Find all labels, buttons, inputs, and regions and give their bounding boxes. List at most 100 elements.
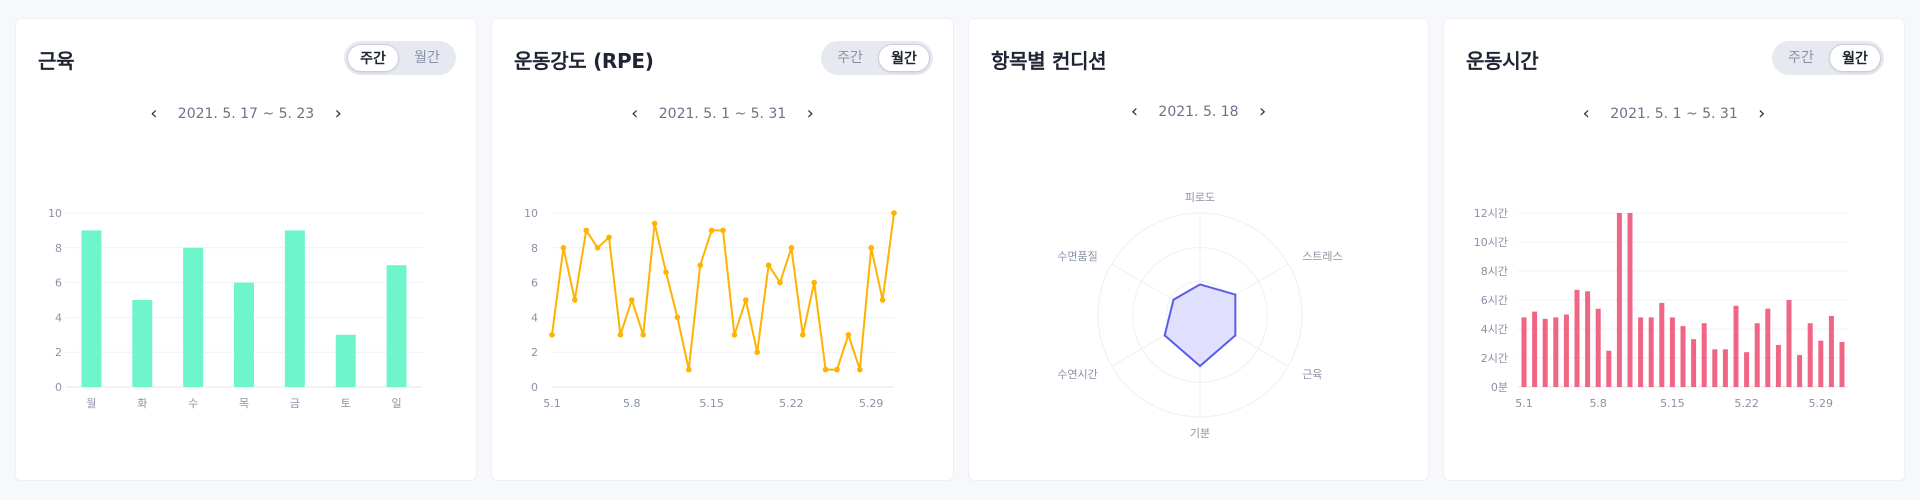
weekly-toggle-button[interactable]: 주간 xyxy=(347,44,399,72)
bar xyxy=(1627,213,1633,387)
monthly-toggle-button[interactable]: 월간 xyxy=(1829,44,1881,72)
bar xyxy=(1786,300,1792,387)
x-tick-label: 수 xyxy=(188,397,198,410)
data-point xyxy=(606,234,612,241)
bar xyxy=(1574,289,1580,387)
x-tick-label: 5.1 xyxy=(1515,397,1533,410)
next-arrow-icon[interactable]: › xyxy=(806,103,814,124)
y-tick-label: 6 xyxy=(531,277,538,290)
y-tick-label: 10시간 xyxy=(1474,236,1508,249)
data-point xyxy=(811,279,817,286)
x-tick-label: 토 xyxy=(341,397,351,410)
y-tick-label: 6시간 xyxy=(1481,294,1508,307)
x-tick-label: 5.15 xyxy=(699,397,724,410)
period-toggle: 주간 월간 xyxy=(821,41,933,75)
bar xyxy=(284,230,305,387)
bar xyxy=(1659,302,1665,387)
card-title: 근육 xyxy=(38,49,75,73)
card-title: 항목별 컨디션 xyxy=(991,49,1107,73)
condition-card: 항목별 컨디션 ‹ 2021. 5. 18 › 피로도 스트레스 근육 기분 수연시간 수면품… xyxy=(968,18,1429,481)
data-point xyxy=(560,245,567,251)
y-tick-label: 10 xyxy=(48,207,62,220)
x-tick-label: 5.22 xyxy=(779,397,804,410)
bar xyxy=(1648,317,1654,387)
prev-arrow-icon[interactable]: ‹ xyxy=(1130,101,1139,122)
y-tick-label: 8시간 xyxy=(1481,265,1508,278)
x-tick-label: 월 xyxy=(86,397,96,410)
data-point xyxy=(743,297,749,303)
y-tick-label: 0 xyxy=(531,381,538,394)
data-point xyxy=(572,297,578,303)
data-point xyxy=(891,210,897,216)
x-tick-label: 5.8 xyxy=(623,397,641,410)
data-point xyxy=(765,262,772,268)
bar xyxy=(81,230,102,387)
radar-axis-label: 근육 xyxy=(1302,368,1322,381)
bar xyxy=(1669,317,1675,387)
x-tick-label: 5.1 xyxy=(543,397,561,410)
bar xyxy=(1606,350,1612,387)
x-tick-label: 5.15 xyxy=(1660,397,1685,410)
data-point xyxy=(879,297,886,303)
prev-arrow-icon[interactable]: ‹ xyxy=(631,103,639,124)
bar xyxy=(132,300,153,387)
monthly-toggle-button[interactable]: 월간 xyxy=(878,44,930,72)
bar xyxy=(1797,355,1803,387)
next-arrow-icon[interactable]: › xyxy=(1758,103,1766,124)
data-point xyxy=(583,227,589,234)
next-arrow-icon[interactable]: › xyxy=(1258,101,1267,122)
data-point xyxy=(800,332,806,338)
bar xyxy=(1733,305,1739,387)
bar xyxy=(1765,308,1771,387)
date-navigator: ‹ 2021. 5. 17 ~ 5. 23 › xyxy=(16,103,476,131)
x-tick-label: 5.8 xyxy=(1589,397,1607,410)
monthly-toggle-button[interactable]: 월간 xyxy=(414,50,440,66)
data-point xyxy=(686,366,692,373)
date-range: 2021. 5. 1 ~ 5. 31 xyxy=(658,105,787,122)
bar xyxy=(1807,323,1813,387)
x-tick-label: 목 xyxy=(239,397,249,410)
y-tick-label: 8 xyxy=(55,242,62,255)
workout-time-bar-chart: 0분 2시간 4시간 6시간 8시간 10시간 12시간 5.1 5.8 5.15 5.22 5.29 xyxy=(1474,207,1848,410)
data-point xyxy=(868,245,874,251)
bar xyxy=(1839,342,1845,387)
prev-arrow-icon[interactable]: ‹ xyxy=(150,103,158,124)
rpe-card: 운동강도 (RPE) 주간 월간 ‹ 2021. 5. 1 ~ 5. 31 › 0 2… xyxy=(491,18,954,481)
date-navigator: ‹ 2021. 5. 1 ~ 5. 31 › xyxy=(492,103,953,131)
x-tick-label: 5.29 xyxy=(1809,397,1834,410)
x-tick-label: 화 xyxy=(137,397,147,410)
x-tick-label: 5.29 xyxy=(859,397,884,410)
y-tick-label: 2시간 xyxy=(1481,352,1508,365)
y-tick-label: 10 xyxy=(524,207,538,220)
bar xyxy=(1722,349,1728,387)
data-point xyxy=(594,245,601,251)
data-point xyxy=(617,332,624,338)
y-tick-label: 0분 xyxy=(1491,381,1508,394)
card-title: 운동시간 xyxy=(1466,49,1539,73)
y-tick-label: 8 xyxy=(531,242,538,255)
bar xyxy=(1616,213,1622,387)
radar-axis-label: 기분 xyxy=(1190,427,1210,440)
data-point xyxy=(788,245,795,251)
series-line xyxy=(551,212,895,371)
date-label: 2021. 5. 18 xyxy=(1158,103,1239,120)
y-tick-label: 4 xyxy=(55,311,62,324)
radar-area xyxy=(1163,283,1237,368)
data-point xyxy=(549,332,555,338)
bar xyxy=(1828,315,1834,387)
weekly-toggle-button[interactable]: 주간 xyxy=(1788,50,1814,66)
radar-axis-label: 피로도 xyxy=(1185,191,1215,204)
bar xyxy=(1775,344,1781,387)
muscle-bar-chart: 0 2 4 6 8 10 월 화 수 목 금 토 일 xyxy=(48,207,422,410)
period-toggle: 주간 월간 xyxy=(1772,41,1884,75)
weekly-toggle-button[interactable]: 주간 xyxy=(837,50,863,66)
date-navigator: ‹ 2021. 5. 1 ~ 5. 31 › xyxy=(1444,103,1904,131)
x-tick-label: 금 xyxy=(290,397,300,410)
data-point xyxy=(663,269,669,275)
data-point xyxy=(754,349,760,356)
next-arrow-icon[interactable]: › xyxy=(334,103,342,124)
bar xyxy=(1563,314,1569,387)
prev-arrow-icon[interactable]: ‹ xyxy=(1582,103,1590,124)
